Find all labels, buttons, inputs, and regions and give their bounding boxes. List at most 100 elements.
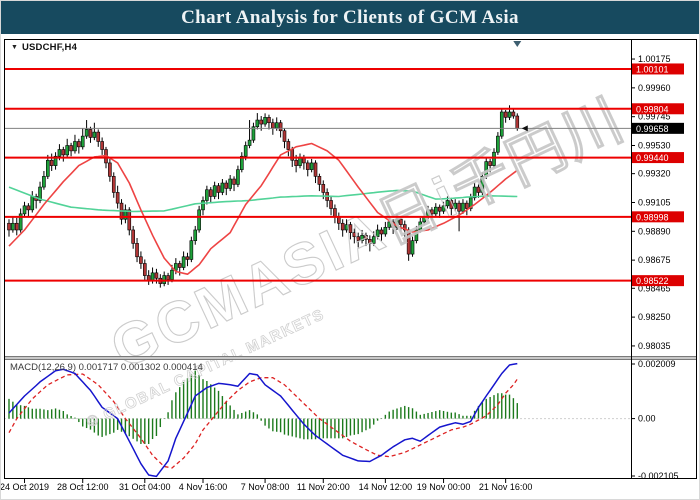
candle-bearish [430,209,434,215]
macd-tick-label: -0.002105 [638,471,679,481]
candle-bearish [26,205,31,211]
price-level-badge-label: 0.98998 [636,212,669,222]
macd-signal-line [8,373,518,469]
candle-bullish [418,221,423,231]
candle-bullish [247,139,252,146]
candle-bearish [7,222,11,231]
candle-bullish [414,229,419,241]
candle-bearish [402,224,407,231]
time-tick-label: 14 Nov 12:00 [359,482,413,492]
candle-bearish [185,256,190,260]
candle-bullish [371,236,376,244]
candle-bullish [22,205,27,215]
symbol-dropdown-icon: ▼ [11,44,18,51]
candle-bullish [18,213,23,231]
candle-bearish [69,145,73,152]
candle-bullish [162,275,166,284]
candle-bearish [216,185,221,193]
price-tick-label: 0.98035 [638,341,671,351]
macd-tick-label: 0.002009 [638,359,676,369]
candle-bullish [174,263,178,271]
candle-bearish [290,149,295,161]
panel-separator [4,356,697,360]
candle-bearish [282,130,287,142]
price-tick-label: 0.99745 [638,112,671,122]
macd-tick-label: 0.00 [638,414,656,424]
candle-bullish [274,122,279,129]
candle-bearish [457,202,461,212]
candle-bearish [515,115,520,129]
candle-bearish [108,162,112,177]
candle-bearish [329,200,333,209]
price-level-badge-label: 1.00101 [636,64,669,74]
last-close-arrow-marker [521,125,528,132]
candle-bullish [170,269,174,280]
candle-bullish [461,202,465,212]
candle-bearish [379,229,384,235]
candle-bullish [181,256,186,268]
candle-bearish [437,206,442,212]
candle-bearish [356,236,361,241]
candle-bullish [395,218,399,228]
candle-bullish [480,176,485,193]
candle-bearish [139,256,143,264]
candle-bullish [255,119,260,128]
candle-bullish [38,186,42,201]
candle-bearish [49,159,54,166]
candle-bearish [294,159,298,166]
candle-bearish [364,235,368,240]
time-tick-label: 28 Oct 12:00 [57,482,109,492]
candle-bearish [14,222,19,231]
time-tick-label: 31 Oct 04:00 [119,482,171,492]
candle-bullish [309,162,314,170]
candle-bullish [243,145,248,157]
candle-bullish [251,126,256,141]
candle-bearish [143,263,147,276]
price-level-badge-label: 0.99804 [636,104,669,114]
price-tick-label: 0.99320 [638,169,671,179]
price-tick-label: 0.98675 [638,255,671,265]
candle-bullish [84,129,89,137]
candle-bullish [197,209,201,231]
current-price-badge-label: 0.99658 [636,124,669,134]
candle-bearish [77,141,81,148]
candle-bearish [511,111,516,117]
candle-bullish [189,240,194,260]
time-tick-label: 11 Nov 20:00 [297,482,350,492]
candle-bearish [503,111,508,118]
page-title: Chart Analysis for Clients of GCM Asia [181,6,519,28]
macd-indicator-label: MACD(12,26,9) 0.001717 0.001302 0.000414 [10,362,203,373]
price-level-badge-label: 0.99440 [636,153,669,163]
price-tick-label: 0.99530 [638,141,671,151]
time-tick-label: 4 Nov 16:00 [179,482,228,492]
candle-bullish [220,182,225,193]
candle-bullish [492,151,496,166]
candle-bearish [465,202,469,209]
price-level-badge [632,63,684,75]
candle-bearish [224,182,229,189]
candle-bearish [278,122,283,132]
candle-bullish [360,235,364,241]
main-plot-background [4,39,697,356]
candle-bearish [449,200,454,209]
price-tick-label: 0.98890 [638,226,671,236]
candle-bearish [100,141,104,150]
candle-bullish [80,135,85,148]
candle-bearish [352,232,357,237]
candle-bullish [201,200,205,211]
candle-bullish [383,226,388,235]
candle-bearish [368,239,372,244]
price-level-badge [632,152,684,164]
price-tick-label: 1.00175 [638,54,671,64]
price-tick-label: 0.98465 [638,283,671,293]
candle-bullish [468,197,473,209]
candle-bullish [30,196,35,211]
candle-bullish [445,200,450,207]
time-tick-label: 7 Nov 08:00 [241,482,290,492]
candle-bearish [476,186,481,193]
time-tick-label: 19 Nov 00:00 [417,482,471,492]
candle-bullish [298,157,302,166]
candle-bearish [399,218,403,225]
candle-bullish [453,202,458,209]
price-tick-label: 0.99960 [638,83,671,93]
